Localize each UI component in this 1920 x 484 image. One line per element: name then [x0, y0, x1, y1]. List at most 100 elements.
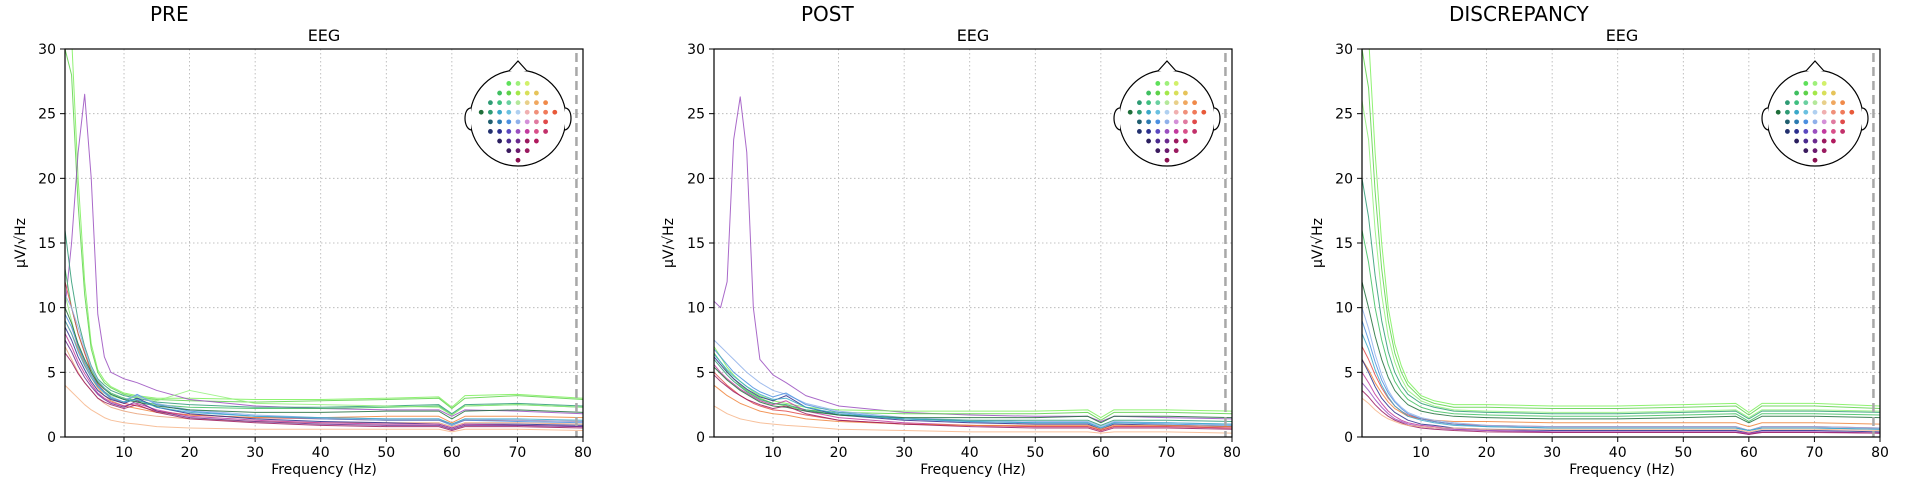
y-tick-label: 15: [1335, 236, 1353, 252]
series-line-16: [65, 307, 583, 420]
sensor-dot: [543, 100, 548, 106]
sensor-dot: [497, 100, 502, 106]
series-line-13: [714, 353, 1232, 429]
sensor-dot: [1803, 119, 1809, 125]
series-line-15: [1362, 333, 1880, 432]
x-axis-label: Frequency (Hz): [920, 462, 1026, 478]
sensor-dot: [1803, 129, 1809, 134]
series-line-8: [65, 384, 583, 433]
sensor-dot: [524, 148, 530, 154]
sensor-dot: [515, 109, 521, 115]
sensor-dot: [1146, 129, 1151, 134]
y-tick-label: 0: [696, 430, 705, 446]
y-tick-label: 5: [1344, 365, 1353, 381]
sensor-dot: [1831, 90, 1836, 96]
sensor-dot: [1201, 109, 1207, 115]
sensor-dot: [515, 90, 521, 96]
head-sensor-map: [1113, 60, 1221, 167]
sensor-dot: [1164, 90, 1170, 96]
sensor-dot: [1173, 81, 1179, 86]
left-ear-icon: [464, 107, 472, 131]
plot-frame: [1361, 48, 1881, 438]
x-tick-label: 80: [1223, 445, 1241, 461]
sensor-dot: [506, 90, 512, 96]
series-group: [65, 49, 583, 433]
sensor-dot: [1155, 138, 1161, 144]
x-tick-label: 50: [1026, 445, 1044, 461]
y-tick-label: 30: [38, 42, 56, 58]
y-tick-label: 10: [687, 301, 705, 317]
series-line-2: [1362, 100, 1880, 419]
sensor-dot: [1794, 129, 1799, 134]
series-line-0: [1368, 49, 1880, 413]
y-tick-label: 10: [38, 301, 56, 317]
sensor-dot: [1173, 129, 1179, 134]
sensor-dot: [1785, 109, 1790, 115]
sensor-dot: [1146, 138, 1151, 144]
head-sensor-map: [464, 60, 572, 167]
plot-frame: [713, 48, 1233, 438]
sensor-dot: [1192, 100, 1197, 106]
sensor-dot: [1821, 148, 1827, 154]
sensor-dot: [524, 90, 530, 96]
y-tick-label: 25: [38, 107, 56, 123]
series-line-2: [65, 93, 583, 417]
sensor-dot: [1840, 129, 1845, 134]
series-line-4: [65, 268, 583, 416]
sensor-dot: [515, 100, 521, 106]
sensor-dot: [1821, 100, 1827, 106]
sensor-dot: [497, 138, 502, 144]
series-line-15: [65, 352, 583, 432]
sensor-dot: [524, 138, 530, 144]
sensor-dot: [497, 119, 502, 125]
sensor-dot: [1173, 109, 1179, 115]
x-tick-label: 10: [1412, 445, 1430, 461]
x-tick-label: 40: [961, 445, 979, 461]
x-tick-label: 20: [1478, 445, 1496, 461]
panel-subtitle: EEG: [308, 26, 341, 45]
sensor-dot: [1803, 109, 1809, 115]
sensor-dot: [1192, 109, 1197, 115]
sensor-dot: [1183, 129, 1188, 134]
y-tick-label: 15: [687, 236, 705, 252]
sensor-dot: [1155, 119, 1161, 125]
x-tick-label: 60: [1740, 445, 1758, 461]
series-line-12: [714, 374, 1232, 433]
x-tick-label: 20: [830, 445, 848, 461]
panel-subtitle: EEG: [957, 26, 990, 45]
sensor-dot: [1137, 129, 1142, 134]
sensor-dot: [524, 129, 530, 134]
sensor-dot: [1183, 90, 1188, 96]
sensor-dot: [1812, 90, 1818, 96]
sensor-dot: [543, 129, 548, 134]
sensor-dot: [497, 90, 502, 96]
sensor-dot: [506, 119, 512, 125]
sensor-dot: [515, 119, 521, 125]
sensor-dot: [1775, 109, 1781, 115]
sensor-dot: [1164, 81, 1170, 86]
sensor-dot: [1812, 109, 1818, 115]
y-tick-label: 5: [47, 365, 56, 381]
sensor-dot: [1137, 119, 1142, 125]
x-axis-label: Frequency (Hz): [271, 462, 377, 478]
series-line-6: [714, 359, 1232, 426]
sensor-dot: [1821, 90, 1827, 96]
series-line-14: [65, 339, 583, 430]
sensor-dot: [515, 148, 521, 154]
panel-title: POST: [801, 2, 854, 26]
x-tick-label: 50: [377, 445, 395, 461]
sensor-dot: [1831, 129, 1836, 134]
series-line-7: [1362, 346, 1880, 432]
sensor-dot: [478, 109, 484, 115]
panel-pre: PRE EEG Frequency (Hz) µV/√Hz 10 20 30 40 50…: [13, 2, 592, 478]
sensor-dot: [1155, 100, 1161, 106]
sensor-dot: [488, 129, 493, 134]
sensor-dot: [1794, 109, 1799, 115]
series-line-1: [1362, 49, 1880, 416]
sensor-dot: [1173, 148, 1179, 154]
series-line-11: [714, 366, 1232, 424]
sensor-dot: [497, 129, 502, 134]
x-tick-label: 30: [246, 445, 264, 461]
sensor-dot: [534, 119, 539, 125]
